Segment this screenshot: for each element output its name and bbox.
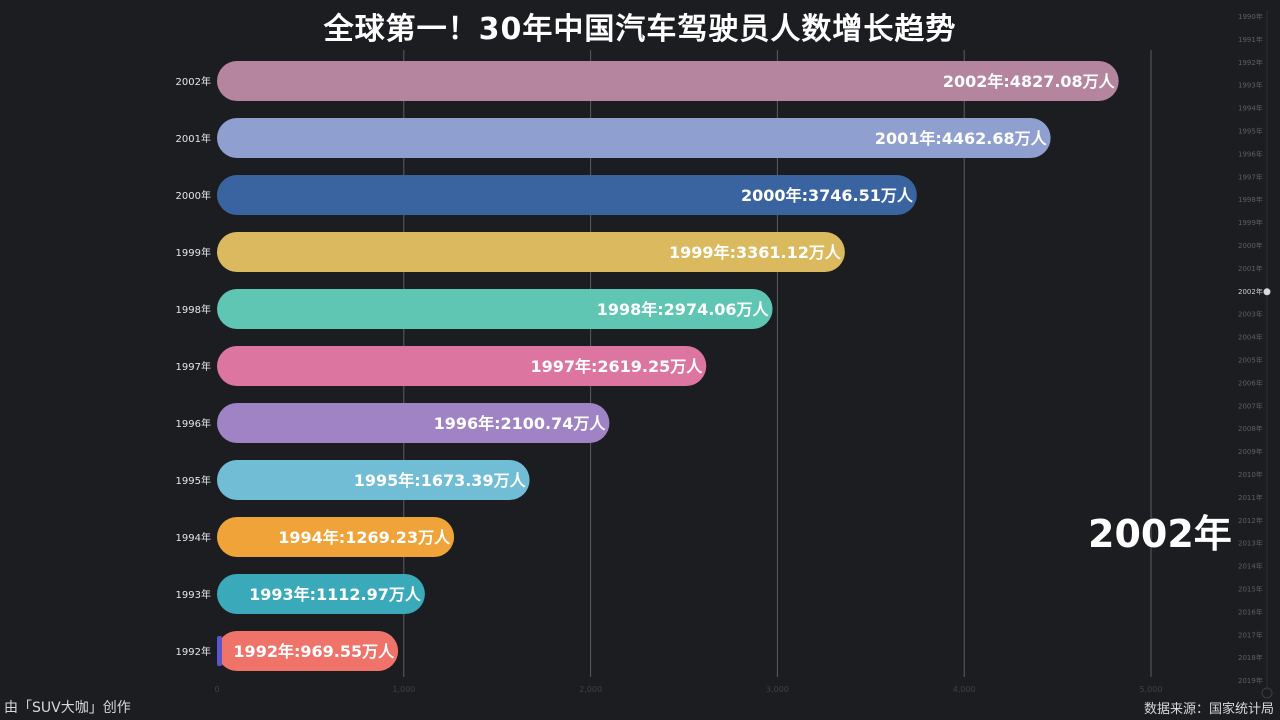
category-label: 1994年 bbox=[176, 531, 211, 544]
bar-value-label: 1997年:2619.25万人 bbox=[530, 357, 703, 376]
bar-value-label: 1992年:969.55万人 bbox=[233, 642, 395, 661]
timeline-year-label: 1999年 bbox=[1238, 218, 1263, 227]
bar-value-label: 2001年:4462.68万人 bbox=[875, 129, 1048, 148]
timeline-year-label: 2008年 bbox=[1238, 424, 1263, 433]
timeline-year-label: 2007年 bbox=[1238, 401, 1263, 410]
timeline-year-label: 2019年 bbox=[1238, 676, 1263, 685]
current-year-label: 2002年 bbox=[1088, 512, 1232, 556]
timeline-year-label: 2011年 bbox=[1238, 493, 1263, 502]
bar bbox=[217, 460, 530, 500]
x-tick-label: 2,000 bbox=[579, 685, 602, 694]
category-label: 1999年 bbox=[176, 246, 211, 259]
category-label: 1992年 bbox=[176, 645, 211, 658]
bar bbox=[217, 289, 773, 329]
bar-value-label: 2002年:4827.08万人 bbox=[943, 72, 1116, 91]
category-label: 2000年 bbox=[176, 189, 211, 202]
x-tick-label: 4,000 bbox=[953, 685, 976, 694]
category-label: 1993年 bbox=[176, 588, 211, 601]
x-tick-label: 5,000 bbox=[1140, 685, 1163, 694]
timeline-year-label: 2015年 bbox=[1238, 585, 1263, 594]
data-source-text: 数据来源：国家统计局 bbox=[1143, 702, 1274, 717]
chart-title: 全球第一！30年中国汽车驾驶员人数增长趋势 bbox=[323, 12, 957, 47]
timeline-year-label: 2004年 bbox=[1238, 333, 1263, 342]
credit-text: 由「SUV大咖」创作 bbox=[4, 700, 131, 716]
timeline-year-label: 2001年 bbox=[1238, 264, 1263, 273]
timeline-year-label: 2017年 bbox=[1238, 630, 1263, 639]
timeline-year-label: 2012年 bbox=[1238, 516, 1263, 525]
timeline-year-label: 1995年 bbox=[1238, 127, 1263, 136]
timeline-play-icon bbox=[1261, 687, 1273, 699]
timeline-year-label: 2003年 bbox=[1238, 310, 1263, 319]
x-tick-label: 3,000 bbox=[766, 685, 789, 694]
timeline-current-marker bbox=[1263, 288, 1271, 296]
bar-value-label: 1996年:2100.74万人 bbox=[434, 414, 607, 433]
timeline-year-label: 2014年 bbox=[1238, 562, 1263, 571]
timeline-year-label: 2010年 bbox=[1238, 470, 1263, 479]
category-label: 1996年 bbox=[176, 417, 211, 430]
timeline-year-label: 1994年 bbox=[1238, 104, 1263, 113]
bar bbox=[217, 517, 455, 557]
bar-value-label: 1999年:3361.12万人 bbox=[669, 243, 842, 262]
bar-value-label: 1993年:1112.97万人 bbox=[249, 585, 422, 604]
bar bbox=[217, 346, 707, 386]
category-label: 1998年 bbox=[176, 303, 211, 316]
timeline-year-label: 2013年 bbox=[1238, 539, 1263, 548]
category-label: 1995年 bbox=[176, 474, 211, 487]
category-label: 2001年 bbox=[176, 132, 211, 145]
bar-value-label: 1995年:1673.39万人 bbox=[354, 471, 527, 490]
bar bbox=[217, 574, 425, 614]
bar bbox=[217, 175, 917, 215]
timeline-year-label: 1996年 bbox=[1238, 149, 1263, 158]
timeline-year-label: 1993年 bbox=[1238, 81, 1263, 90]
bar-origin-marker bbox=[217, 636, 222, 666]
timeline-year-label: 1997年 bbox=[1238, 172, 1263, 181]
bar-value-label: 2000年:3746.51万人 bbox=[741, 186, 914, 205]
category-label: 1997年 bbox=[176, 360, 211, 373]
timeline-year-label: 2002年 bbox=[1238, 287, 1263, 296]
timeline-year-label: 2018年 bbox=[1238, 653, 1263, 662]
bar bbox=[217, 631, 399, 671]
bar-value-label: 1994年:1269.23万人 bbox=[278, 528, 451, 547]
timeline-year-label: 1991年 bbox=[1238, 35, 1263, 44]
x-tick-label: 1,000 bbox=[392, 685, 415, 694]
timeline-year-label: 1992年 bbox=[1238, 58, 1263, 67]
x-tick-label: 0 bbox=[214, 685, 219, 694]
timeline-year-label: 2006年 bbox=[1238, 378, 1263, 387]
bar bbox=[217, 403, 610, 443]
bar bbox=[217, 118, 1051, 158]
bar-value-label: 1998年:2974.06万人 bbox=[597, 300, 770, 319]
timeline-year-label: 1998年 bbox=[1238, 195, 1263, 204]
timeline-year-label: 2009年 bbox=[1238, 447, 1263, 456]
timeline-year-label: 2000年 bbox=[1238, 241, 1263, 250]
bar bbox=[217, 61, 1119, 101]
timeline-year-label: 1990年 bbox=[1238, 12, 1263, 21]
timeline-year-label: 2005年 bbox=[1238, 356, 1263, 365]
timeline-year-label: 2016年 bbox=[1238, 607, 1263, 616]
bar bbox=[217, 232, 845, 272]
category-label: 2002年 bbox=[176, 75, 211, 88]
